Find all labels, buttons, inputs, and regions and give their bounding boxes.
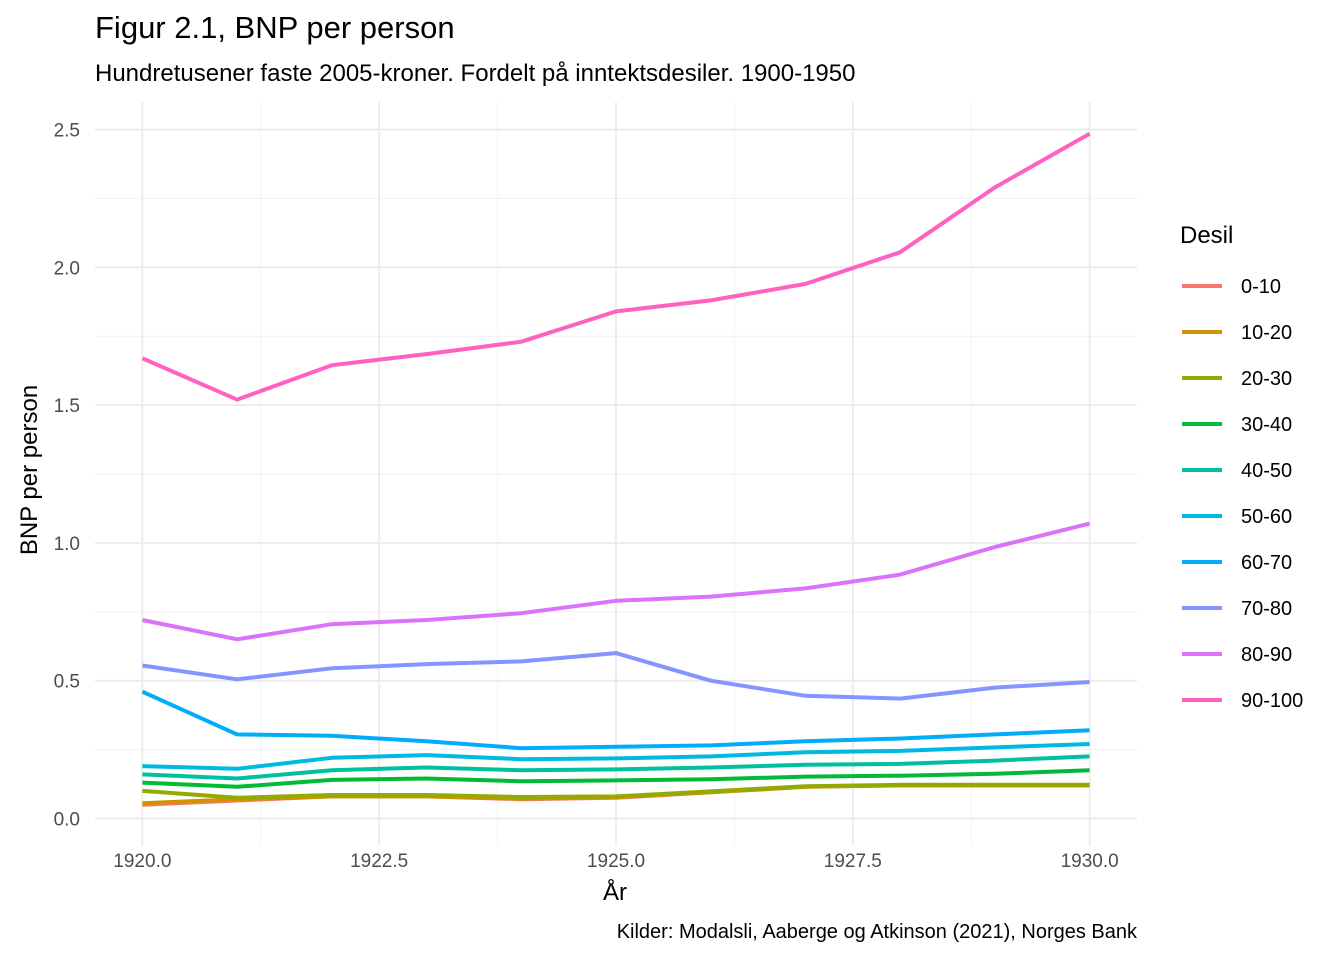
x-tick-label: 1925.0: [587, 851, 645, 872]
y-axis-title: BNP per person: [16, 385, 43, 555]
legend-label-90-100: 90-100: [1241, 690, 1303, 712]
y-tick-label: 1.5: [54, 396, 80, 417]
legend-label-30-40: 30-40: [1241, 414, 1292, 436]
x-axis-ticks: 1920.0 1922.5 1925.0 1927.5 1930.0: [113, 851, 1118, 872]
legend-label-10-20: 10-20: [1241, 322, 1292, 344]
series-line-20-30: [142, 782, 1090, 800]
y-tick-label: 2.5: [54, 121, 80, 142]
series-line-50-60: [142, 742, 1090, 771]
legend-label-0-10: 0-10: [1241, 276, 1281, 298]
series-line-90-100: [141, 131, 1091, 402]
legend-title: Desil: [1180, 222, 1233, 249]
series-line-40-50: [142, 754, 1090, 781]
y-tick-label: 0.5: [54, 672, 80, 693]
x-tick-label: 1927.5: [824, 851, 882, 872]
series-line-60-70: [141, 689, 1090, 751]
x-tick-label: 1922.5: [350, 851, 408, 872]
x-tick-label: 1930.0: [1061, 851, 1119, 872]
series-line-30-40: [142, 768, 1090, 789]
legend-label-60-70: 60-70: [1241, 552, 1292, 574]
series-line-80-90: [142, 521, 1091, 642]
y-tick-label: 0.0: [54, 809, 80, 830]
series-lines: [141, 131, 1091, 807]
legend-label-20-30: 20-30: [1241, 368, 1292, 390]
caption: Kilder: Modalsli, Aaberge og Atkinson (2…: [616, 921, 1137, 943]
legend-label-70-80: 70-80: [1241, 598, 1292, 620]
y-axis-ticks: 0.0 0.5 1.0 1.5 2.0 2.5: [54, 121, 80, 831]
legend-label-50-60: 50-60: [1241, 506, 1292, 528]
major-grid: [95, 102, 1137, 846]
chart-title: Figur 2.1, BNP per person: [95, 10, 455, 45]
y-tick-label: 1.0: [54, 534, 80, 555]
x-axis-title: År: [603, 878, 627, 906]
chart-subtitle: Hundretusener faste 2005-kroner. Fordelt…: [95, 60, 856, 87]
y-tick-label: 2.0: [54, 258, 80, 279]
x-tick-label: 1920.0: [113, 851, 171, 872]
legend: Desil 0-10 10-20 20-30 30-40 40-50 50-60 60-70…: [1180, 222, 1303, 712]
series-line-70-80: [142, 651, 1090, 701]
legend-label-40-50: 40-50: [1241, 460, 1292, 482]
legend-label-80-90: 80-90: [1241, 644, 1292, 666]
